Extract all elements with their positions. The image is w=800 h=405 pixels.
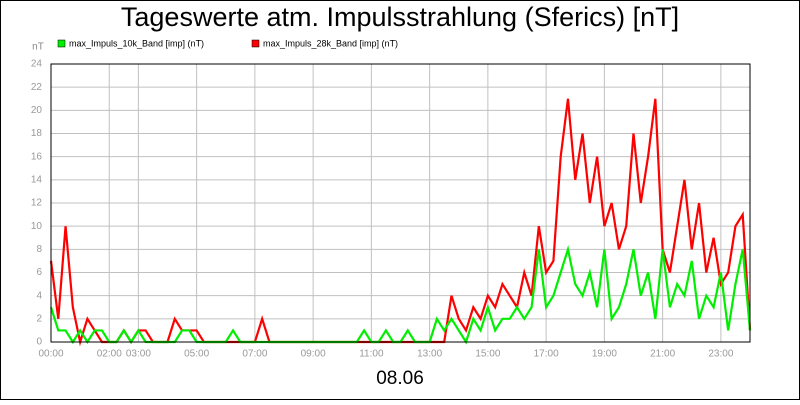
y-tick-label: 4 bbox=[36, 290, 42, 301]
y-tick-label: 20 bbox=[31, 105, 43, 116]
y-tick-label: 14 bbox=[31, 174, 43, 185]
x-tick-label: 19:00 bbox=[592, 349, 617, 360]
x-tick-label: 13:00 bbox=[417, 349, 442, 360]
x-tick-label: 17:00 bbox=[534, 349, 559, 360]
y-tick-label: 18 bbox=[31, 128, 43, 139]
x-tick-label: 02:00 bbox=[97, 349, 122, 360]
y-tick-label: 22 bbox=[31, 82, 43, 93]
x-tick-label: 23:00 bbox=[708, 349, 733, 360]
x-tick-label: 09:00 bbox=[301, 349, 326, 360]
legend-label: max_Impuls_28k_Band [imp] (nT) bbox=[263, 38, 398, 48]
y-tick-label: 0 bbox=[36, 337, 42, 348]
y-tick-label: 12 bbox=[31, 198, 43, 209]
plot-frame bbox=[50, 63, 751, 343]
y-tick-label: 16 bbox=[31, 151, 43, 162]
x-tick-label: 07:00 bbox=[242, 349, 267, 360]
y-tick-label: 2 bbox=[36, 313, 42, 324]
y-tick-label: 8 bbox=[36, 244, 42, 255]
legend-swatch bbox=[251, 39, 260, 48]
y-tick-label: 6 bbox=[36, 267, 42, 278]
x-tick-label: 00:00 bbox=[38, 349, 63, 360]
y-tick-label: 10 bbox=[31, 221, 43, 232]
x-axis-label: 08.06 bbox=[376, 368, 424, 389]
x-tick-label: 21:00 bbox=[650, 349, 675, 360]
x-tick-label: 15:00 bbox=[475, 349, 500, 360]
y-unit: nT bbox=[32, 42, 44, 53]
x-tick-label: 05:00 bbox=[184, 349, 209, 360]
x-tick-label: 11:00 bbox=[359, 349, 384, 360]
x-tick-label: 03:00 bbox=[126, 349, 151, 360]
legend-swatch bbox=[57, 39, 66, 48]
y-tick-label: 24 bbox=[31, 59, 43, 70]
chart-title: Tageswerte atm. Impulsstrahlung (Sferics… bbox=[121, 2, 679, 32]
legend-label: max_Impuls_10k_Band [imp] (nT) bbox=[69, 38, 204, 48]
